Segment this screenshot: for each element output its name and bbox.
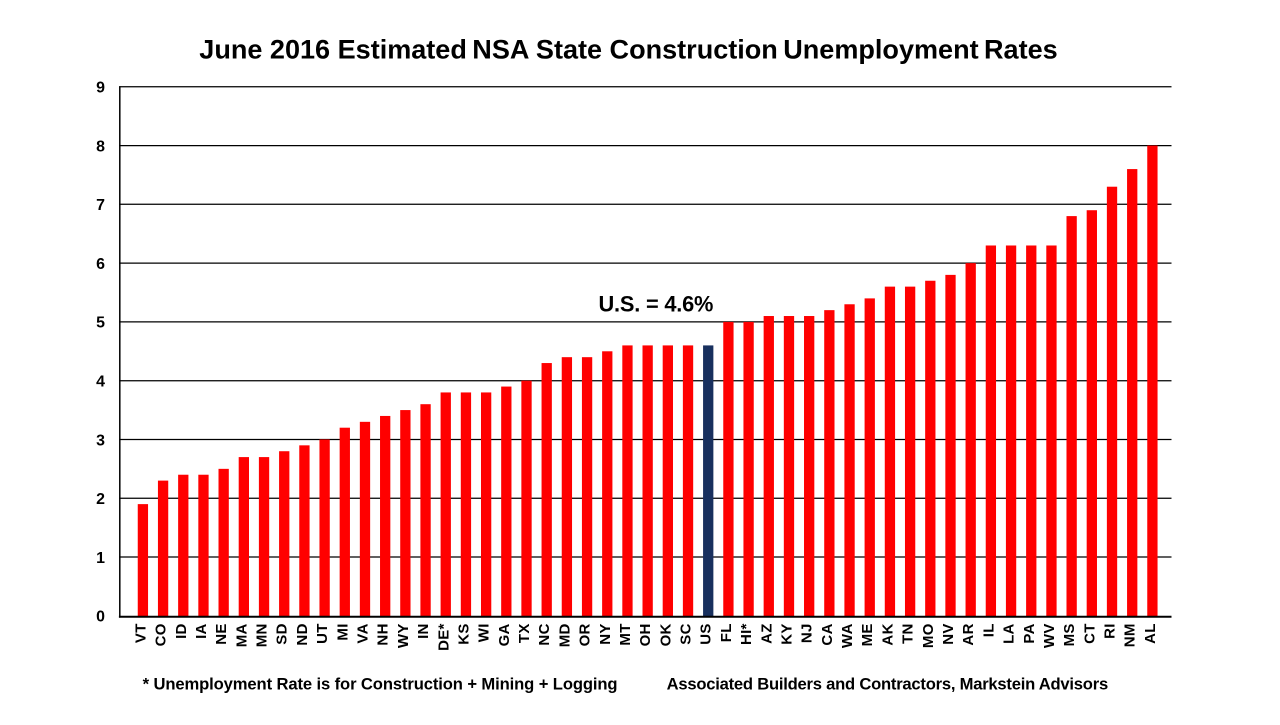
svg-text:2: 2	[96, 491, 105, 508]
svg-text:IL: IL	[980, 623, 997, 637]
svg-text:NC: NC	[536, 623, 553, 645]
svg-text:1: 1	[96, 550, 105, 567]
svg-text:IA: IA	[193, 623, 210, 639]
svg-text:SD: SD	[274, 623, 291, 644]
svg-text:MA: MA	[233, 623, 250, 647]
svg-text:U.S. = 4.6%: U.S. = 4.6%	[599, 292, 714, 317]
svg-text:GA: GA	[496, 623, 513, 646]
svg-text:FL: FL	[718, 623, 735, 642]
svg-text:WA: WA	[839, 623, 856, 648]
svg-text:MI: MI	[334, 623, 351, 640]
svg-text:NE: NE	[213, 623, 230, 644]
svg-text:KY: KY	[778, 623, 795, 644]
svg-text:ND: ND	[294, 623, 311, 645]
svg-text:WY: WY	[395, 623, 412, 648]
svg-text:MD: MD	[556, 623, 573, 647]
svg-text:TN: TN	[900, 623, 917, 644]
svg-text:ME: ME	[859, 623, 876, 646]
svg-text:NJ: NJ	[799, 623, 816, 643]
svg-text:VT: VT	[132, 623, 149, 643]
svg-text:OK: OK	[657, 623, 674, 646]
svg-text:NY: NY	[597, 623, 614, 644]
svg-text:6: 6	[96, 256, 105, 273]
svg-text:KS: KS	[455, 623, 472, 644]
svg-text:LA: LA	[1001, 623, 1018, 644]
svg-text:VA: VA	[354, 623, 371, 643]
svg-text:7: 7	[96, 197, 105, 214]
svg-text:* Unemployment Rate is for Con: * Unemployment Rate is for Construction …	[143, 675, 618, 694]
svg-text:AZ: AZ	[758, 623, 775, 644]
svg-text:9: 9	[96, 80, 105, 97]
svg-text:TX: TX	[516, 623, 533, 643]
svg-text:NV: NV	[940, 623, 957, 644]
svg-text:MO: MO	[920, 623, 937, 648]
svg-text:NH: NH	[375, 623, 392, 645]
svg-text:MT: MT	[617, 623, 634, 645]
svg-text:US: US	[698, 623, 715, 644]
svg-text:SC: SC	[678, 623, 695, 644]
svg-text:CT: CT	[1081, 623, 1098, 644]
svg-text:MS: MS	[1061, 623, 1078, 646]
svg-text:WV: WV	[1041, 623, 1058, 648]
svg-text:CA: CA	[819, 623, 836, 645]
svg-text:4: 4	[96, 374, 105, 391]
svg-text:ID: ID	[173, 623, 190, 639]
svg-text:CO: CO	[153, 623, 170, 646]
svg-text:AR: AR	[960, 623, 977, 645]
svg-text:3: 3	[96, 432, 105, 449]
svg-text:AL: AL	[1142, 623, 1159, 644]
svg-text:AK: AK	[879, 623, 896, 645]
svg-text:Associated Builders and Contra: Associated Builders and Contractors, Mar…	[667, 675, 1108, 694]
svg-text:DE*: DE*	[435, 623, 452, 651]
svg-text:MN: MN	[254, 623, 271, 647]
svg-text:UT: UT	[314, 623, 331, 644]
svg-text:HI*: HI*	[738, 623, 755, 645]
svg-text:PA: PA	[1021, 623, 1038, 643]
svg-text:8: 8	[96, 138, 105, 155]
svg-text:RI: RI	[1102, 623, 1119, 639]
svg-text:0: 0	[96, 609, 105, 626]
svg-text:5: 5	[96, 315, 105, 332]
svg-text:IN: IN	[415, 623, 432, 639]
svg-text:OR: OR	[577, 623, 594, 646]
svg-text:NM: NM	[1122, 623, 1139, 647]
svg-text:WI: WI	[476, 623, 493, 642]
svg-text:June 2016 Estimated NSA State: June 2016 Estimated NSA State Constructi…	[199, 34, 1057, 64]
svg-text:OH: OH	[637, 623, 654, 646]
